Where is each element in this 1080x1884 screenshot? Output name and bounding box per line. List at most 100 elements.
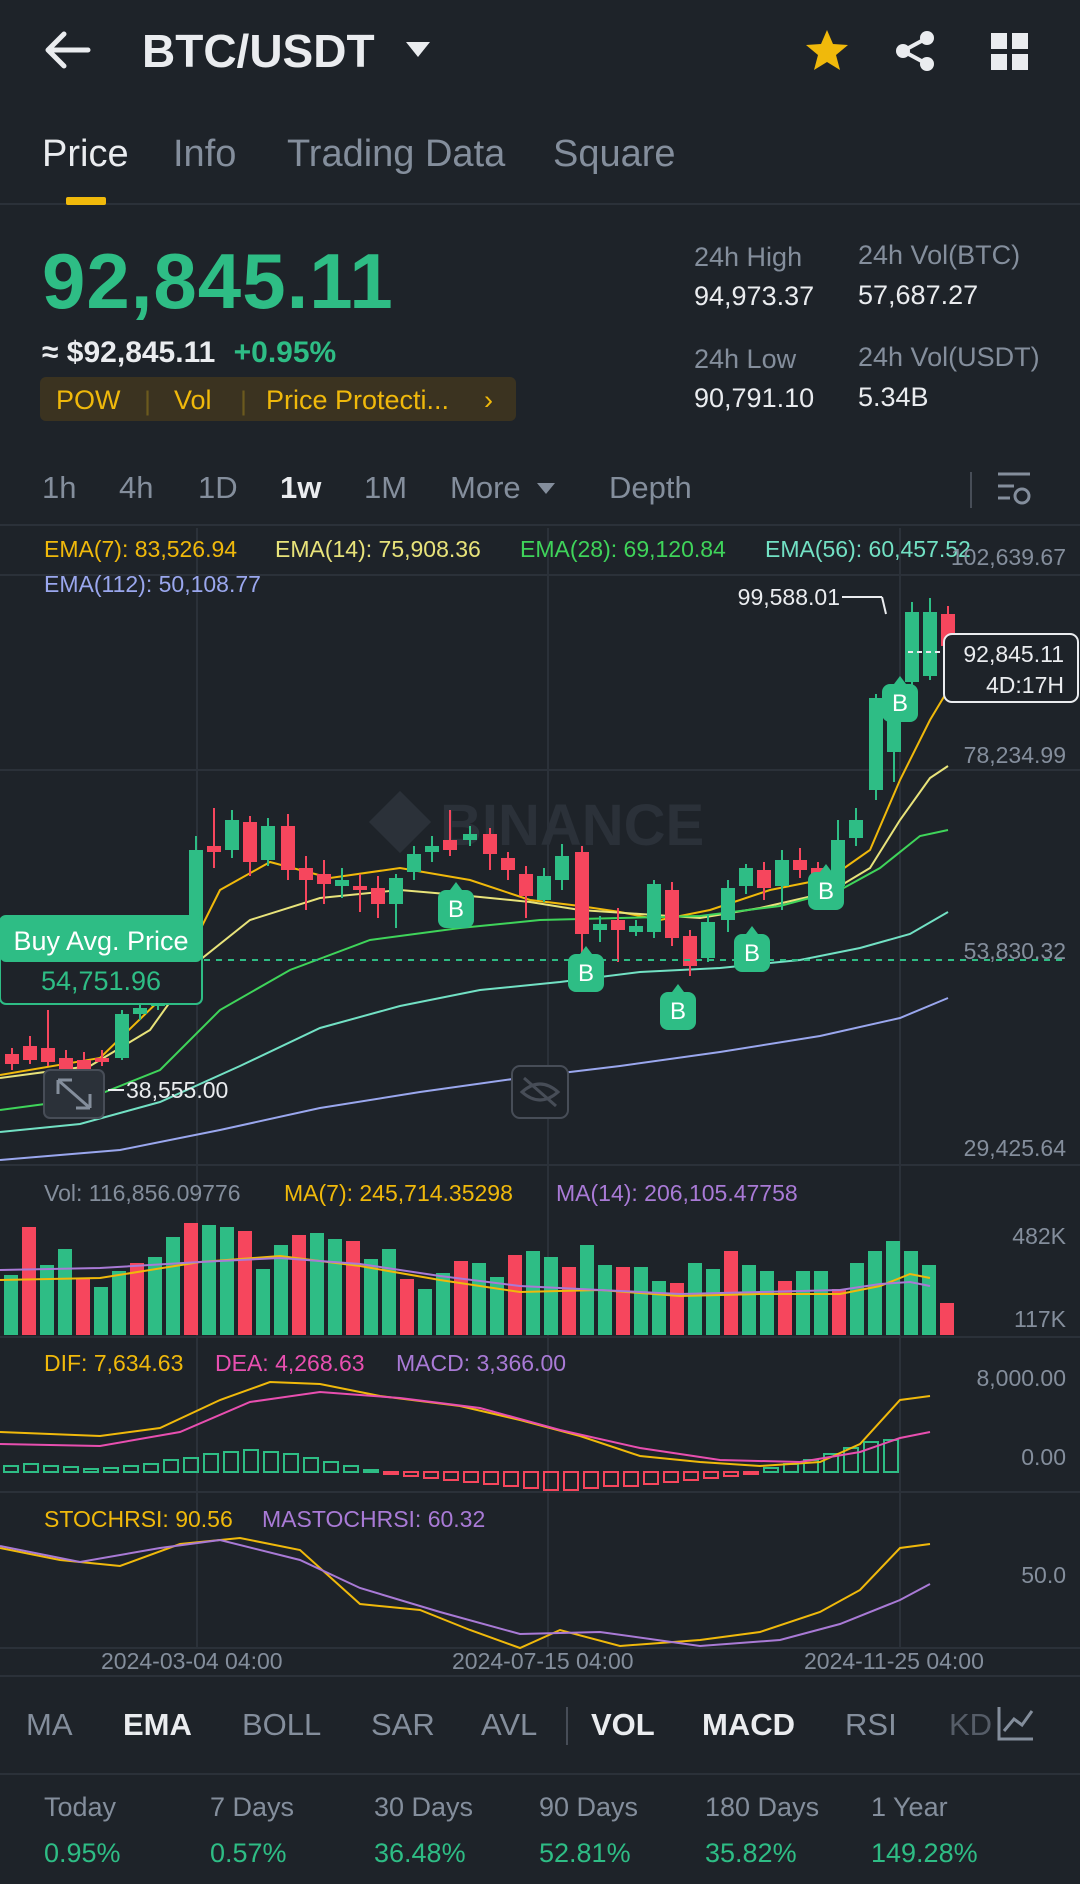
high-value: 94,973.37	[694, 281, 815, 311]
interval-1m[interactable]: 1M	[364, 470, 408, 505]
chart-settings-icon[interactable]	[996, 468, 1032, 508]
volume-bar	[346, 1241, 360, 1335]
price-chart[interactable]: BINANCE B B B B B B 99,588.01 38,555.00 92,84…	[0, 528, 1080, 1675]
tag-pow[interactable]: POW	[56, 385, 121, 415]
indicator-vol[interactable]: VOL	[591, 1707, 655, 1742]
share-icon[interactable]	[894, 30, 936, 72]
candle	[389, 878, 403, 904]
candle	[371, 888, 385, 904]
perf-7d-value: 0.57%	[210, 1838, 287, 1868]
interval-1d[interactable]: 1D	[198, 470, 238, 505]
high-marker-label: 99,588.01	[738, 584, 840, 610]
indicator-macd[interactable]: MACD	[702, 1707, 795, 1742]
vol-ma14-line	[0, 1256, 931, 1296]
ema56-legend: EMA(56): 60,457.52	[765, 536, 971, 562]
low-marker-label: 38,555.00	[126, 1077, 228, 1103]
volume-bar	[634, 1267, 648, 1335]
macd-bar	[363, 1469, 379, 1473]
tag-vol[interactable]: Vol	[174, 385, 212, 415]
candle	[281, 826, 295, 870]
macd-bar	[303, 1457, 319, 1473]
more-caret-icon	[537, 483, 555, 494]
grid-menu-icon[interactable]	[990, 32, 1030, 72]
candle	[5, 1054, 19, 1064]
interval-4h[interactable]: 4h	[119, 470, 154, 505]
volume-bar	[886, 1241, 900, 1335]
low-label: 24h Low	[694, 344, 797, 374]
macd-bar	[603, 1471, 619, 1487]
indicator-rsi[interactable]: RSI	[845, 1707, 897, 1742]
pair-title[interactable]: BTC/USDT	[142, 25, 375, 77]
tab-trading-data[interactable]: Trading Data	[287, 133, 506, 175]
macd-bar	[683, 1471, 699, 1481]
tag-strip[interactable]: POW | Vol | Price Protecti... ›	[40, 377, 516, 421]
buy-avg-value: 54,751.96	[41, 966, 161, 996]
volume-bar	[256, 1269, 270, 1335]
tab-price[interactable]: Price	[42, 133, 129, 175]
expand-icon[interactable]	[43, 1069, 105, 1119]
candle	[317, 874, 331, 884]
volume-bar	[130, 1263, 144, 1335]
indicator-boll[interactable]: BOLL	[242, 1707, 322, 1742]
ema28-legend: EMA(28): 69,120.84	[520, 536, 726, 562]
candle	[425, 846, 439, 852]
candle	[575, 852, 589, 934]
indicator-settings-icon[interactable]	[996, 1705, 1036, 1743]
candle	[923, 612, 937, 676]
volume-bar	[184, 1223, 198, 1335]
current-price-box[interactable]	[943, 633, 1079, 703]
candle	[683, 936, 697, 966]
dif-line	[0, 1380, 931, 1468]
interval-1w[interactable]: 1w	[280, 470, 322, 505]
price-axis-1: 102,639.67	[950, 544, 1066, 570]
macd-legend: MACD: 3,366.00	[396, 1350, 567, 1376]
indicator-ma[interactable]: MA	[26, 1707, 73, 1742]
candle	[23, 1046, 37, 1060]
indicator-avl[interactable]: AVL	[481, 1707, 538, 1742]
back-arrow-icon[interactable]	[44, 30, 92, 70]
volume-bar	[904, 1251, 918, 1335]
vol-btc-label: 24h Vol(BTC)	[858, 240, 1021, 270]
candle	[701, 922, 715, 958]
eye-hide-icon[interactable]	[511, 1065, 569, 1119]
tab-square[interactable]: Square	[553, 133, 676, 175]
tab-info[interactable]: Info	[173, 133, 237, 175]
buy-marker-pointer	[580, 946, 592, 954]
indicator-kd[interactable]: KD	[949, 1707, 993, 1742]
interval-more[interactable]: More	[450, 470, 521, 505]
interval-depth[interactable]: Depth	[609, 470, 692, 505]
macd-bar	[663, 1471, 679, 1483]
vol-legend: Vol: 116,856.09776	[44, 1180, 241, 1206]
macd-bar	[583, 1471, 599, 1489]
usd-price: ≈ $92,845.11	[42, 336, 216, 369]
perf-1y-label: 1 Year	[871, 1792, 948, 1822]
macd-bar	[23, 1463, 39, 1473]
volume-bar	[4, 1275, 18, 1335]
perf-180d-value: 35.82%	[705, 1838, 797, 1868]
ema14-legend: EMA(14): 75,908.36	[275, 536, 481, 562]
volume-bar	[832, 1289, 846, 1335]
dea-legend: DEA: 4,268.63	[215, 1350, 365, 1376]
indicator-ema[interactable]: EMA	[123, 1707, 192, 1742]
volume-bar	[400, 1279, 414, 1335]
vol-axis-top: 482K	[1012, 1223, 1066, 1249]
candle	[647, 884, 661, 932]
candle	[207, 846, 221, 852]
caret-down-icon[interactable]	[404, 40, 432, 60]
interval-1h[interactable]: 1h	[42, 470, 77, 505]
volume-bar	[40, 1265, 54, 1335]
volume-bar	[166, 1237, 180, 1335]
buy-marker-label: B	[744, 940, 760, 967]
macd-bar	[123, 1465, 139, 1473]
active-tab-indicator	[66, 197, 106, 205]
star-icon[interactable]	[804, 28, 850, 72]
indicator-sar[interactable]: SAR	[371, 1707, 435, 1742]
tag-price-protection[interactable]: Price Protecti...	[266, 385, 450, 415]
ema112-legend: EMA(112): 50,108.77	[44, 571, 261, 597]
candle	[721, 888, 735, 920]
candle	[739, 868, 753, 886]
volume-bar	[742, 1265, 756, 1335]
macd-bar	[323, 1461, 339, 1473]
perf-30d-label: 30 Days	[374, 1792, 474, 1822]
candle	[41, 1048, 55, 1062]
